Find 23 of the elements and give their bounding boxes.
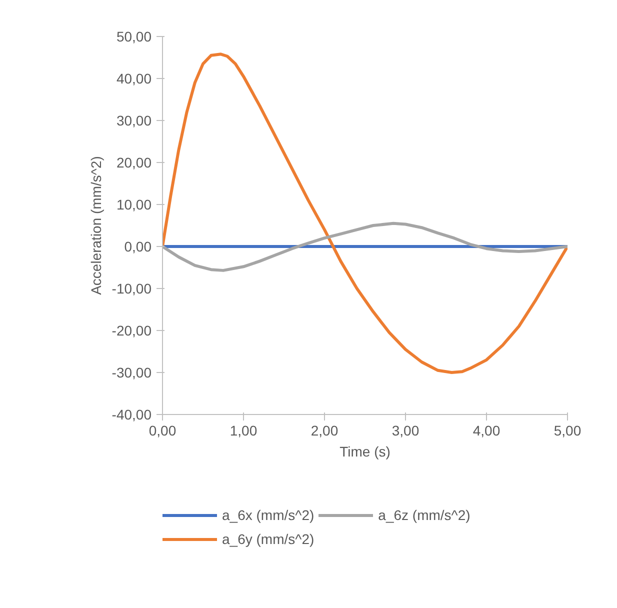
x-tick-label: 1,00 <box>230 422 258 438</box>
y-tick-label: 40,00 <box>116 70 152 86</box>
y-tick-label: 0,00 <box>124 238 152 254</box>
line-series <box>162 222 568 272</box>
y-tick-label: 20,00 <box>116 154 152 170</box>
y-tick-label: -30,00 <box>112 364 152 380</box>
x-tick-label: 2,00 <box>310 422 338 438</box>
x-tick-label: 0,00 <box>148 422 176 438</box>
y-tick-label: 30,00 <box>116 112 152 128</box>
x-tick-label: 3,00 <box>392 422 420 438</box>
y-tick-label: -40,00 <box>112 406 152 422</box>
y-tick-label: -20,00 <box>112 322 152 338</box>
y-tick-label: -10,00 <box>112 280 152 296</box>
y-tick-label: 10,00 <box>116 196 152 212</box>
legend-label: a_6y (mm/s^2) <box>222 531 314 547</box>
legend-label: a_6x (mm/s^2) <box>222 507 314 523</box>
line-series <box>162 52 568 374</box>
y-axis-title: Acceleration (mm/s^2) <box>88 156 104 295</box>
x-axis-title: Time (s) <box>340 444 390 460</box>
x-tick-label: 4,00 <box>472 422 500 438</box>
x-tick-label: 5,00 <box>554 422 582 438</box>
legend-label: a_6z (mm/s^2) <box>378 507 470 523</box>
y-tick-label: 50,00 <box>116 28 152 44</box>
